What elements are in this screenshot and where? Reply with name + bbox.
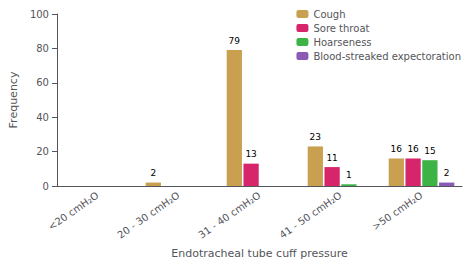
- svg-text:Frequency: Frequency: [7, 71, 20, 128]
- svg-text:16: 16: [391, 144, 403, 154]
- svg-text:23: 23: [310, 132, 321, 142]
- svg-text:11: 11: [326, 153, 337, 163]
- svg-text:Cough: Cough: [313, 9, 345, 20]
- svg-text:100: 100: [30, 9, 49, 20]
- svg-text:60: 60: [36, 77, 49, 88]
- svg-text:15: 15: [424, 146, 435, 156]
- svg-text:2: 2: [444, 168, 450, 178]
- svg-text:40: 40: [36, 112, 49, 123]
- svg-text:1: 1: [346, 170, 352, 180]
- svg-text:41 - 50 cmH₂O: 41 - 50 cmH₂O: [277, 189, 343, 240]
- svg-text:Blood-streaked expectoration: Blood-streaked expectoration: [313, 51, 461, 62]
- svg-text:Endotracheal tube cuff pressur: Endotracheal tube cuff pressure: [171, 247, 348, 260]
- svg-text:Sore throat: Sore throat: [313, 23, 369, 34]
- svg-text:2: 2: [150, 168, 156, 178]
- svg-text:20: 20: [36, 146, 49, 157]
- svg-text:31 - 40 cmH₂O: 31 - 40 cmH₂O: [196, 189, 262, 240]
- svg-text:80: 80: [36, 43, 49, 54]
- svg-text:16: 16: [407, 144, 419, 154]
- svg-text:Hoarseness: Hoarseness: [313, 37, 371, 48]
- svg-text:13: 13: [245, 149, 256, 159]
- svg-text:79: 79: [229, 36, 241, 46]
- svg-text:>50 cmH₂O: >50 cmH₂O: [370, 189, 425, 232]
- svg-text:20 - 30 cmH₂O: 20 - 30 cmH₂O: [115, 189, 181, 240]
- svg-text:<20 cmH₂O: <20 cmH₂O: [46, 189, 101, 232]
- svg-text:0: 0: [43, 181, 49, 192]
